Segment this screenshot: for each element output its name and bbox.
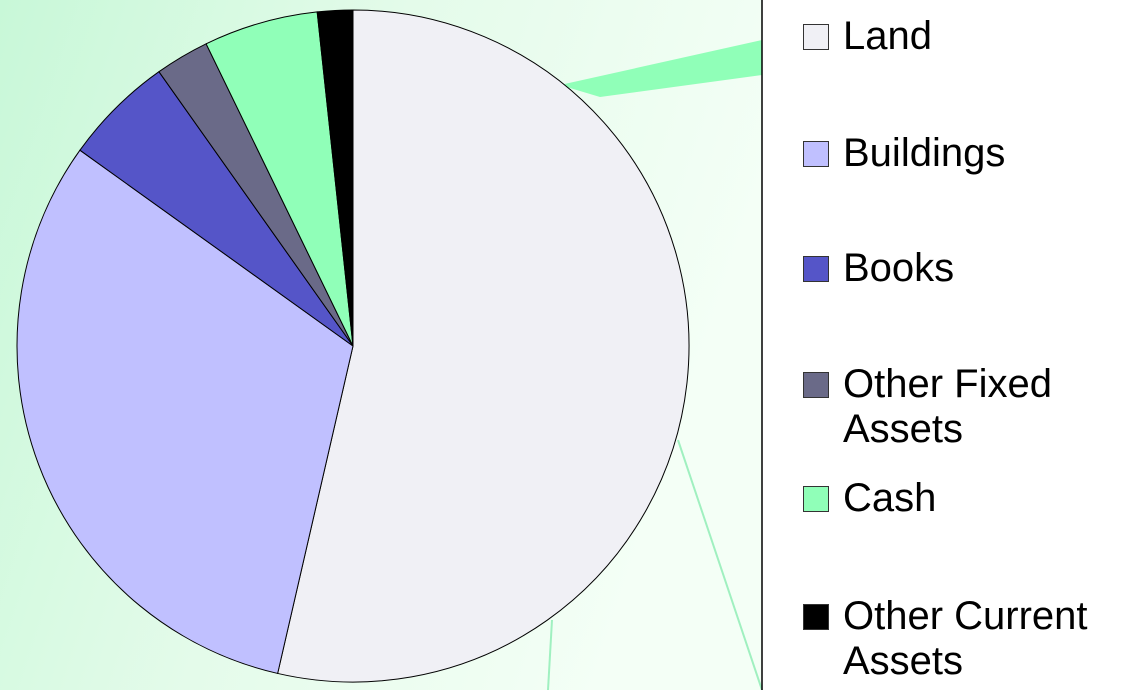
background-streak	[560, 40, 762, 97]
legend-label: Land	[843, 14, 932, 58]
legend-label: Other Current Assets	[843, 594, 1088, 683]
legend-item: Books	[803, 246, 1138, 291]
legend-label: Buildings	[843, 131, 1006, 175]
legend-label: Other Fixed Assets	[843, 362, 1052, 451]
legend-label: Books	[843, 246, 955, 290]
pie	[16, 9, 690, 683]
background-streak	[547, 619, 553, 690]
legend-swatch	[803, 372, 829, 398]
legend-item: Land	[803, 14, 1138, 59]
pie-slice	[316, 9, 354, 347]
legend-item: Other Current Assets	[803, 594, 1138, 684]
legend-item: Other Fixed Assets	[803, 362, 1138, 452]
legend-swatch	[803, 604, 829, 630]
legend-swatch	[803, 141, 829, 167]
legend-swatch	[803, 486, 829, 512]
legend-item: Buildings	[803, 131, 1138, 176]
legend-swatch	[803, 24, 829, 50]
legend-label: Cash	[843, 476, 937, 520]
legend-item: Cash	[803, 476, 1138, 521]
background-streak	[677, 439, 763, 690]
legend-swatch	[803, 256, 829, 282]
pie-slice	[16, 149, 354, 675]
pie-slice	[277, 9, 690, 683]
